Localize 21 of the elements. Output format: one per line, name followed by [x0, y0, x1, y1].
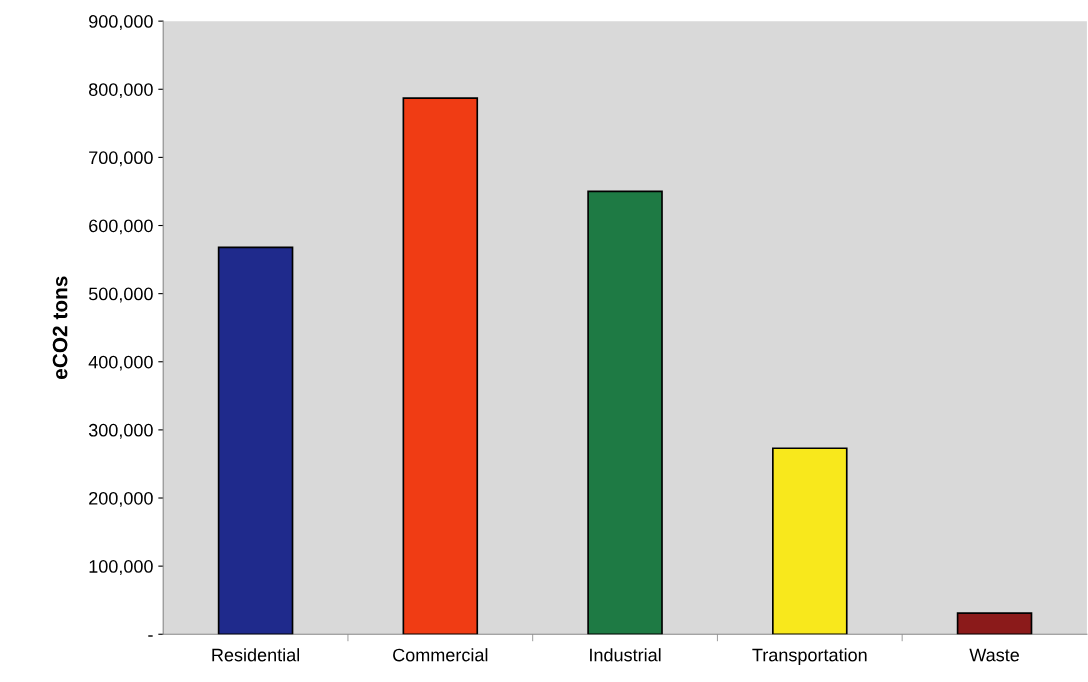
y-tick-label: 800,000: [89, 83, 153, 99]
y-tick-label: 900,000: [89, 15, 153, 30]
y-tick-label: 100,000: [89, 560, 153, 575]
y-tick-label: 300,000: [88, 423, 153, 439]
y-tick-label: -: [148, 635, 153, 637]
bar: [402, 97, 479, 635]
x-tick-label: Industrial: [590, 648, 661, 662]
bar: [587, 190, 663, 635]
y-tick-label: 700,000: [89, 151, 153, 167]
bar: [956, 612, 1033, 635]
y-tick-label: 400,000: [88, 355, 153, 371]
x-tick-label: Residential: [212, 648, 300, 662]
bar: [217, 246, 294, 635]
y-tick-label: 500,000: [88, 287, 153, 303]
y-tick-label: 600,000: [89, 219, 153, 235]
bar: [772, 447, 848, 635]
x-tick-label: Commercial: [393, 648, 488, 662]
y-axis-title: eCO2 tons: [52, 276, 68, 379]
x-tick-label: Waste: [969, 648, 1019, 662]
x-tick-label: Transportation: [752, 648, 867, 665]
y-tick-label: 200,000: [89, 491, 153, 507]
